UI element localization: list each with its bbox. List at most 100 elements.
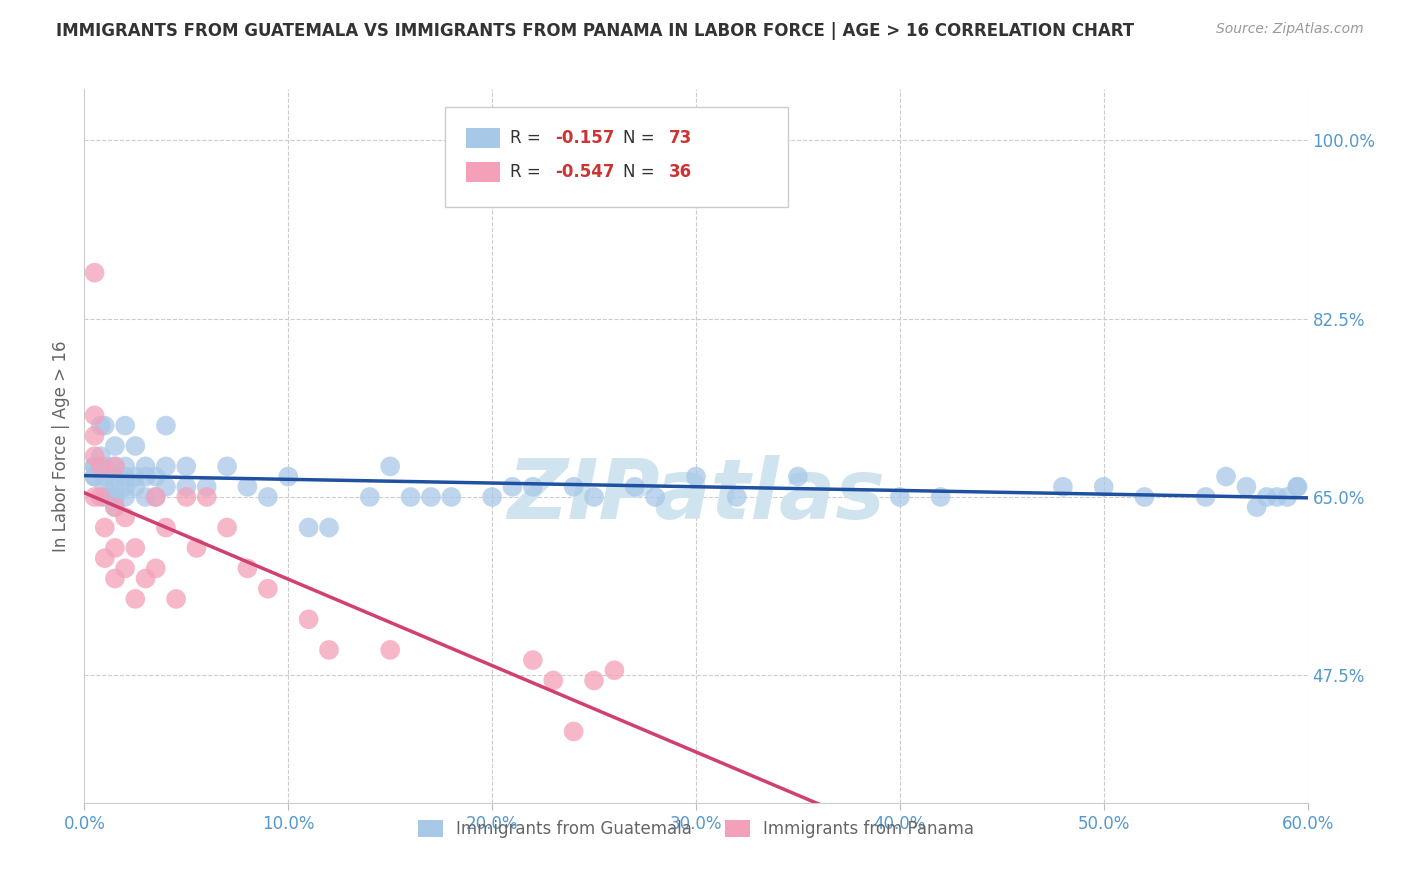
Point: [929, 490, 952, 504]
Point: [195, 490, 218, 504]
Point: [174, 490, 197, 504]
Point: [135, 469, 157, 483]
Point: [1133, 490, 1156, 504]
Point: [90, 418, 112, 433]
Point: [298, 612, 321, 626]
Point: [114, 490, 136, 504]
Point: [135, 572, 157, 586]
Point: [114, 561, 136, 575]
Point: [257, 490, 280, 504]
Point: [104, 459, 127, 474]
Text: R =: R =: [510, 129, 546, 147]
Point: [562, 724, 585, 739]
Point: [440, 490, 463, 504]
Point: [145, 490, 167, 504]
Point: [644, 490, 666, 504]
Point: [135, 490, 157, 504]
Text: R =: R =: [510, 163, 546, 181]
Point: [502, 480, 524, 494]
Point: [90, 459, 112, 474]
Point: [104, 469, 127, 483]
Point: [277, 469, 299, 483]
Text: -0.547: -0.547: [555, 163, 614, 181]
Point: [543, 673, 565, 688]
Point: [114, 459, 136, 474]
Point: [104, 500, 127, 515]
Point: [399, 490, 422, 504]
Point: [522, 653, 544, 667]
Point: [90, 490, 112, 504]
Point: [685, 469, 707, 483]
Point: [583, 673, 606, 688]
Point: [1256, 490, 1278, 504]
Point: [114, 510, 136, 524]
Point: [104, 439, 127, 453]
Point: [603, 663, 626, 677]
Point: [1236, 480, 1258, 494]
Point: [124, 480, 146, 494]
Point: [83, 409, 105, 423]
Point: [93, 469, 115, 483]
Point: [83, 429, 105, 443]
Point: [83, 459, 105, 474]
Point: [174, 459, 197, 474]
Point: [186, 541, 208, 555]
Point: [104, 500, 127, 515]
Point: [1286, 480, 1309, 494]
Point: [114, 469, 136, 483]
Point: [104, 490, 127, 504]
Point: [562, 480, 585, 494]
Point: [93, 520, 115, 534]
Bar: [465, 128, 501, 148]
Point: [380, 643, 402, 657]
Point: [104, 541, 127, 555]
Point: [124, 591, 146, 606]
Point: [83, 469, 105, 483]
Point: [318, 643, 340, 657]
Point: [114, 480, 136, 494]
Point: [155, 480, 177, 494]
Point: [318, 520, 340, 534]
Point: [135, 459, 157, 474]
Point: [787, 469, 810, 483]
Bar: [465, 162, 501, 182]
Point: [1265, 490, 1288, 504]
Text: -0.157: -0.157: [555, 129, 614, 147]
Point: [90, 459, 112, 474]
Text: N =: N =: [623, 163, 659, 181]
Text: 73: 73: [669, 129, 692, 147]
Point: [145, 490, 167, 504]
Point: [145, 469, 167, 483]
Point: [380, 459, 402, 474]
Point: [93, 551, 115, 566]
Point: [104, 480, 127, 494]
Point: [889, 490, 911, 504]
Point: [725, 490, 748, 504]
Point: [155, 520, 177, 534]
Text: 36: 36: [669, 163, 692, 181]
Text: N =: N =: [623, 129, 659, 147]
Point: [1286, 480, 1309, 494]
FancyBboxPatch shape: [446, 107, 787, 207]
Point: [624, 480, 647, 494]
Text: ZIPatlas: ZIPatlas: [508, 456, 884, 536]
Point: [174, 480, 197, 494]
Point: [1052, 480, 1074, 494]
Point: [236, 480, 259, 494]
Point: [83, 449, 105, 463]
Point: [217, 459, 239, 474]
Point: [1092, 480, 1115, 494]
Text: IMMIGRANTS FROM GUATEMALA VS IMMIGRANTS FROM PANAMA IN LABOR FORCE | AGE > 16 CO: IMMIGRANTS FROM GUATEMALA VS IMMIGRANTS …: [56, 22, 1135, 40]
Point: [155, 418, 177, 433]
Point: [124, 469, 146, 483]
Point: [1246, 500, 1268, 515]
Point: [124, 439, 146, 453]
Point: [114, 418, 136, 433]
Point: [104, 490, 127, 504]
Point: [83, 490, 105, 504]
Point: [1195, 490, 1218, 504]
Point: [83, 459, 105, 474]
Point: [236, 561, 259, 575]
Point: [165, 591, 187, 606]
Point: [104, 459, 127, 474]
